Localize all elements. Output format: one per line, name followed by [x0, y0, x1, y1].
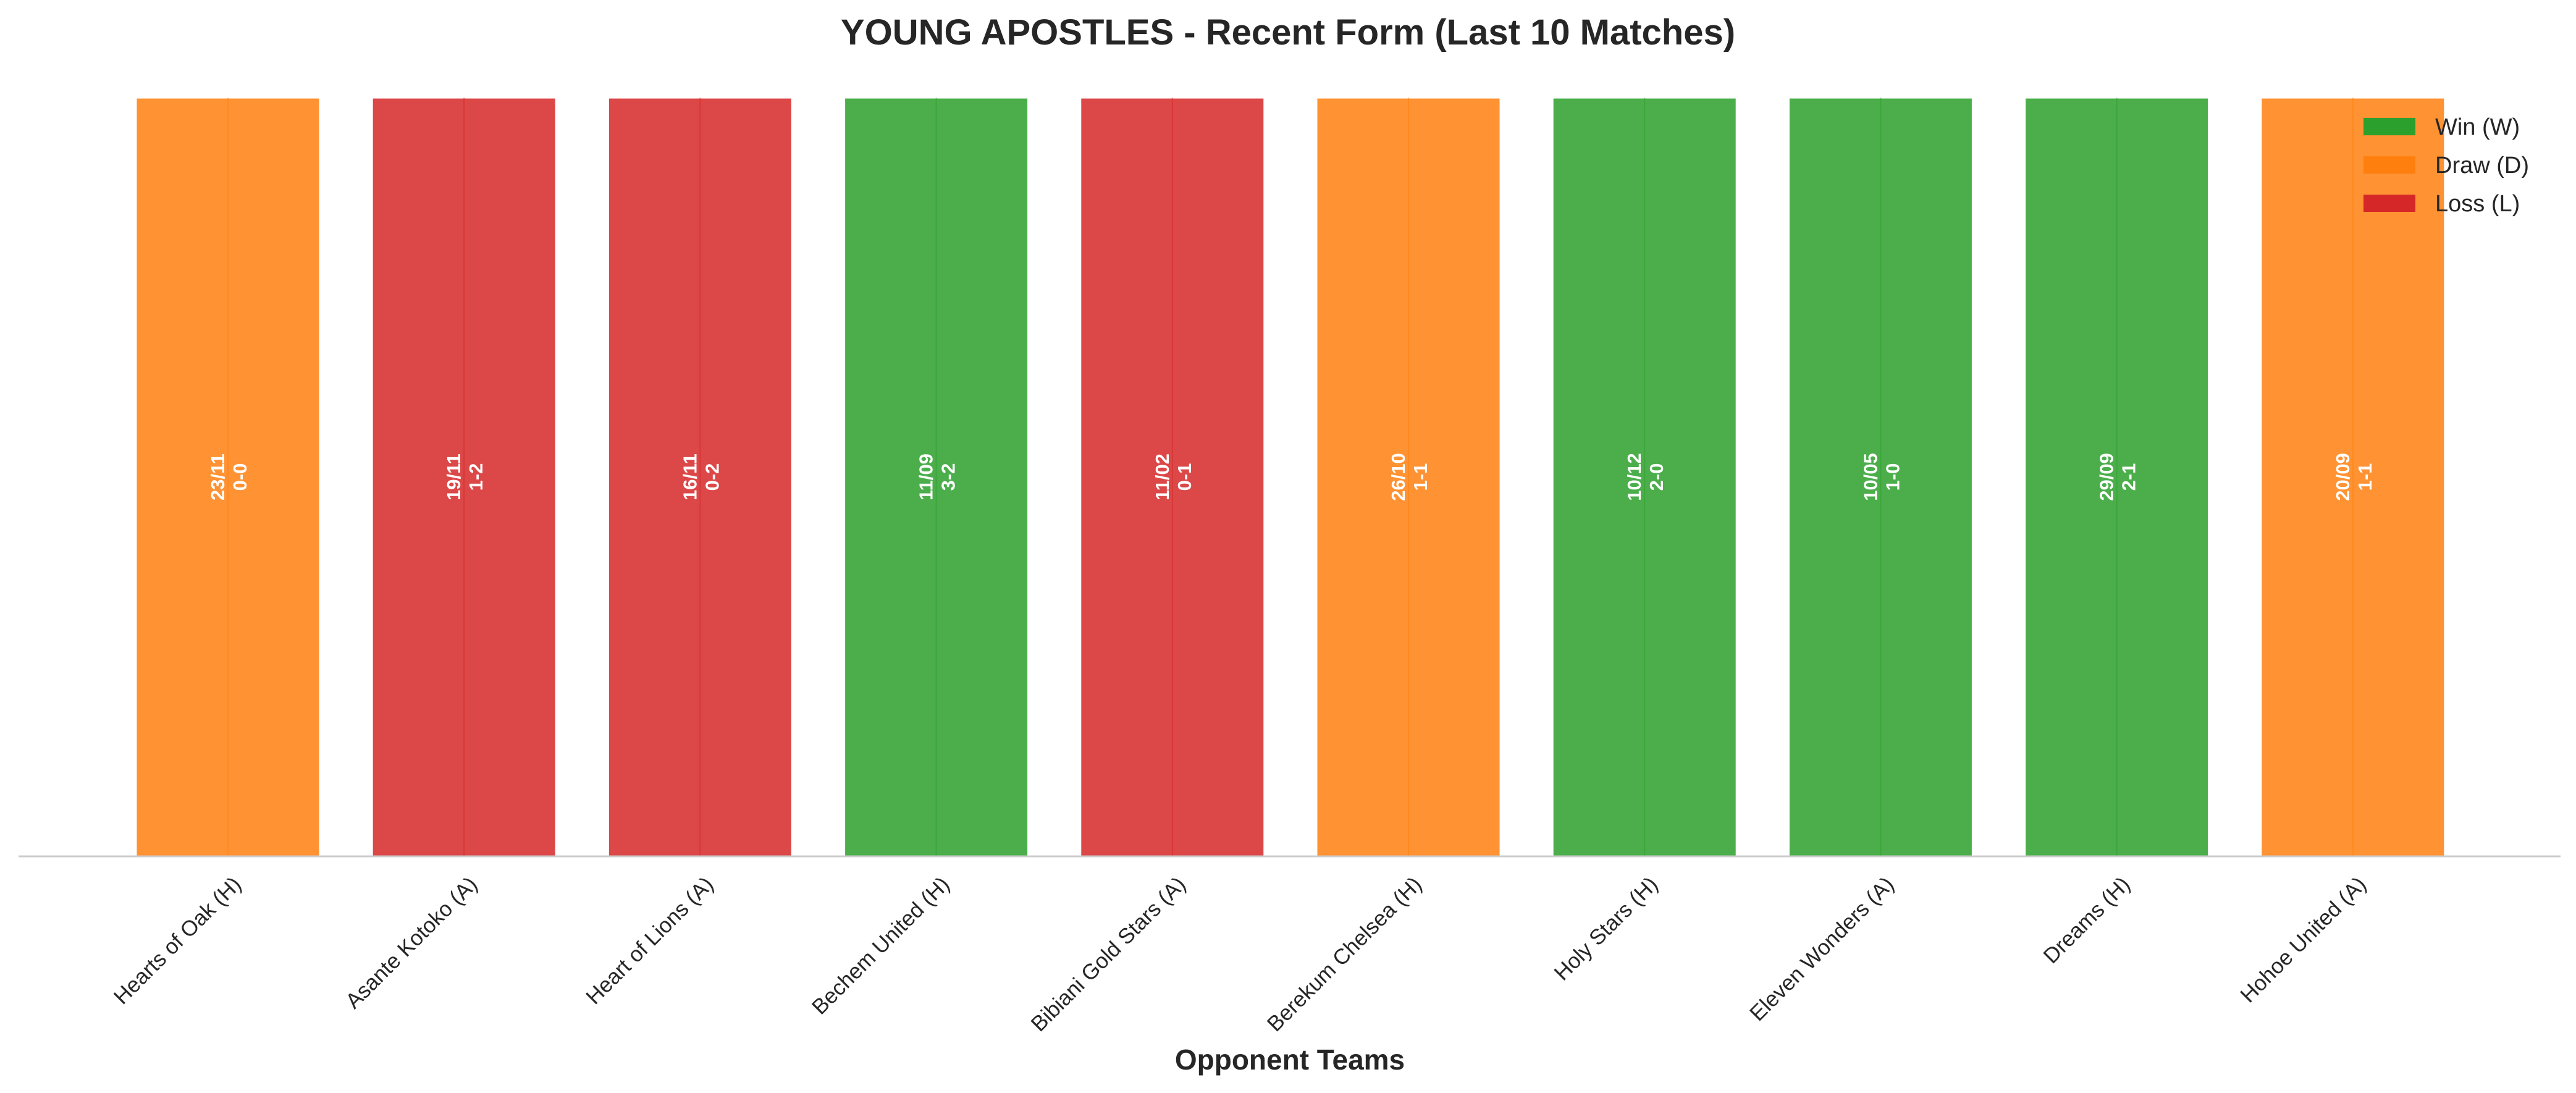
legend-swatch [2363, 195, 2415, 212]
legend-label: Draw (D) [2435, 153, 2529, 179]
bar-score-label: 0-1 [1174, 463, 1195, 491]
bars-layer: 23/11 0-0 19/11 1-2 16/11 0-2 11/09 3-2 11/02 0-1… [135, 96, 2446, 858]
bar-date-label: 26/10 [1387, 453, 1409, 501]
bar-date-label: 19/11 [443, 454, 465, 500]
x-tick-label: Bibiani Gold Stars (A) [1026, 872, 1190, 1037]
bar-date-label: 29/09 [2096, 453, 2118, 501]
chart-title: YOUNG APOSTLES - Recent Form (Last 10 Ma… [841, 12, 1735, 53]
x-tick-labels: Hearts of Oak (H) Asante Kotoko (A) Heart … [109, 872, 2371, 1037]
bar-label: 10/12 2-0 [1623, 453, 1667, 501]
bar-score-label: 1-1 [1410, 463, 1431, 491]
x-tick-label: Dreams (H) [2039, 872, 2134, 968]
x-tick-label: Hohoe United (A) [2236, 872, 2371, 1008]
x-tick-label: Asante Kotoko (A) [341, 872, 482, 1013]
bar-date-label: 11/02 [1151, 454, 1173, 500]
bar-label: 11/09 3-2 [915, 454, 959, 500]
legend-swatch [2363, 118, 2415, 135]
bar-date-label: 20/09 [2332, 453, 2354, 501]
bar-score-label: 0-2 [701, 463, 723, 491]
bar-date-label: 11/09 [915, 454, 937, 500]
bar-label: 16/11 0-2 [679, 454, 723, 500]
x-tick-label: Eleven Wonders (A) [1745, 872, 1899, 1026]
bar-date-label: 10/12 [1623, 453, 1645, 501]
x-axis-label: Opponent Teams [1175, 1044, 1405, 1076]
bar-score-label: 2-1 [2118, 463, 2140, 491]
x-tick-label: Hearts of Oak (H) [109, 872, 246, 1009]
legend-label: Win (W) [2435, 114, 2520, 140]
bar-label: 26/10 1-1 [1387, 453, 1431, 501]
bar-score-label: 1-2 [465, 463, 487, 491]
bar-date-label: 16/11 [679, 454, 701, 500]
bar-label: 19/11 1-2 [443, 454, 487, 500]
bar-label: 11/02 0-1 [1151, 454, 1195, 500]
bar-label: 20/09 1-1 [2332, 453, 2376, 501]
bar-score-label: 3-2 [938, 463, 959, 491]
bar-score-label: 1-0 [1882, 463, 1903, 491]
bar-score-label: 2-0 [1646, 463, 1667, 491]
legend-swatch [2363, 156, 2415, 174]
bar-label: 29/09 2-1 [2096, 453, 2140, 501]
x-tick-label: Heart of Lions (A) [581, 872, 718, 1010]
bar-score-label: 1-1 [2354, 463, 2376, 491]
bar-date-label: 23/11 [207, 454, 229, 500]
bar-date-label: 10/05 [1859, 453, 1881, 501]
x-tick-label: Holy Stars (H) [1549, 872, 1662, 985]
legend-label: Loss (L) [2435, 191, 2520, 217]
bar-score-label: 0-0 [229, 463, 251, 491]
bar-label: 23/11 0-0 [207, 454, 251, 500]
legend: Win (W) Draw (D) Loss (L) [2363, 114, 2529, 217]
x-tick-label: Bechem United (H) [807, 872, 954, 1019]
x-tick-label: Berekum Chelsea (H) [1263, 872, 1427, 1037]
bar-label: 10/05 1-0 [1859, 453, 1903, 501]
